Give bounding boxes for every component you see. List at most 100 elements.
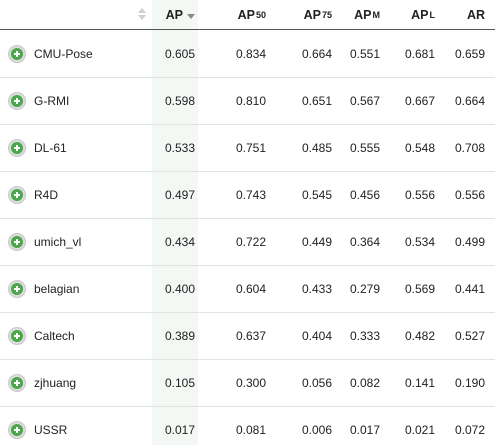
cell-ap: 0.400	[164, 282, 195, 296]
cell-ap50: 0.604	[235, 282, 266, 296]
cell-ap50: 0.743	[235, 188, 266, 202]
cell-ap: 0.434	[164, 235, 195, 249]
plus-circle-icon[interactable]	[9, 187, 25, 203]
cell-ap: 0.605	[164, 47, 195, 61]
team-name: belagian	[34, 282, 80, 296]
team-cell: USSR	[0, 407, 150, 445]
cell-ap50: 0.810	[235, 94, 266, 108]
header-ap50[interactable]: AP 50	[237, 7, 266, 22]
cell-apm: 0.017	[349, 423, 380, 437]
table-row: zjhuang 0.105 0.300 0.056 0.082 0.141 0.190	[0, 360, 495, 407]
table-row: R4D 0.497 0.743 0.545 0.456 0.556 0.556	[0, 172, 495, 219]
cell-ar: 0.190	[454, 376, 485, 390]
plus-circle-icon[interactable]	[9, 93, 25, 109]
table-row: USSR 0.017 0.081 0.006 0.017 0.021 0.072	[0, 407, 495, 445]
team-cell: belagian	[0, 266, 150, 312]
cell-apl: 0.021	[404, 423, 435, 437]
cell-ap: 0.598	[164, 94, 195, 108]
cell-apl: 0.482	[404, 329, 435, 343]
plus-circle-icon[interactable]	[9, 234, 25, 250]
cell-ap50: 0.637	[235, 329, 266, 343]
cell-apm: 0.279	[349, 282, 380, 296]
team-name: R4D	[34, 188, 59, 202]
cell-apm: 0.555	[349, 141, 380, 155]
cell-ap50: 0.300	[235, 376, 266, 390]
team-cell: umich_vl	[0, 219, 150, 265]
cell-ar: 0.527	[454, 329, 485, 343]
team-name: DL-61	[34, 141, 67, 155]
cell-ap: 0.497	[164, 188, 195, 202]
team-name: zjhuang	[34, 376, 77, 390]
cell-apl: 0.548	[404, 141, 435, 155]
cell-apm: 0.567	[349, 94, 380, 108]
table-row: G-RMI 0.598 0.810 0.651 0.567 0.667 0.664	[0, 78, 495, 125]
sorted-column-highlight	[152, 0, 198, 445]
team-cell: G-RMI	[0, 78, 150, 124]
cell-ar: 0.556	[454, 188, 485, 202]
header-apl[interactable]: AP L	[411, 7, 435, 22]
team-name: CMU-Pose	[34, 47, 93, 61]
team-name: USSR	[34, 423, 68, 437]
team-cell: Caltech	[0, 313, 150, 359]
cell-ar: 0.659	[454, 47, 485, 61]
cell-ap75: 0.664	[301, 47, 332, 61]
header-ar[interactable]: AR	[466, 7, 485, 22]
cell-ap50: 0.834	[235, 47, 266, 61]
cell-ap50: 0.751	[235, 141, 266, 155]
cell-ap50: 0.722	[235, 235, 266, 249]
header-ap[interactable]: AP	[152, 0, 195, 29]
cell-apl: 0.681	[404, 47, 435, 61]
cell-apl: 0.141	[404, 376, 435, 390]
team-cell: zjhuang	[0, 360, 150, 406]
table-row: Caltech 0.389 0.637 0.404 0.333 0.482 0.527	[0, 313, 495, 360]
cell-apm: 0.551	[349, 47, 380, 61]
cell-ap50: 0.081	[235, 423, 266, 437]
sort-both-icon[interactable]	[138, 8, 146, 22]
team-name: Caltech	[34, 329, 75, 343]
cell-apl: 0.556	[404, 188, 435, 202]
team-cell: DL-61	[0, 125, 150, 171]
header-apm[interactable]: AP M	[354, 7, 380, 22]
cell-ar: 0.708	[454, 141, 485, 155]
cell-ar: 0.664	[454, 94, 485, 108]
cell-ap: 0.533	[164, 141, 195, 155]
cell-ar: 0.499	[454, 235, 485, 249]
cell-apl: 0.569	[404, 282, 435, 296]
table-header: AP AP 50 AP 75 AP M AP L AR	[0, 0, 495, 30]
cell-ar: 0.072	[454, 423, 485, 437]
cell-ap: 0.105	[164, 376, 195, 390]
cell-ap75: 0.485	[301, 141, 332, 155]
cell-ap75: 0.433	[301, 282, 332, 296]
team-cell: R4D	[0, 172, 150, 218]
cell-ap75: 0.545	[301, 188, 332, 202]
cell-ap: 0.389	[164, 329, 195, 343]
table-row: DL-61 0.533 0.751 0.485 0.555 0.548 0.708	[0, 125, 495, 172]
team-name: G-RMI	[34, 94, 70, 108]
plus-circle-icon[interactable]	[9, 375, 25, 391]
cell-apl: 0.534	[404, 235, 435, 249]
cell-ap75: 0.404	[301, 329, 332, 343]
cell-apm: 0.456	[349, 188, 380, 202]
header-ap75[interactable]: AP 75	[303, 7, 332, 22]
cell-ap75: 0.449	[301, 235, 332, 249]
table-row: umich_vl 0.434 0.722 0.449 0.364 0.534 0.499	[0, 219, 495, 266]
cell-ap75: 0.006	[301, 423, 332, 437]
table-row: CMU-Pose 0.605 0.834 0.664 0.551 0.681 0.659	[0, 31, 495, 78]
cell-ap75: 0.651	[301, 94, 332, 108]
cell-apl: 0.667	[404, 94, 435, 108]
team-cell: CMU-Pose	[0, 31, 150, 77]
cell-ar: 0.441	[454, 282, 485, 296]
plus-circle-icon[interactable]	[9, 281, 25, 297]
cell-apm: 0.364	[349, 235, 380, 249]
plus-circle-icon[interactable]	[9, 140, 25, 156]
table-row: belagian 0.400 0.604 0.433 0.279 0.569 0.441	[0, 266, 495, 313]
plus-circle-icon[interactable]	[9, 422, 25, 438]
plus-circle-icon[interactable]	[9, 328, 25, 344]
cell-ap: 0.017	[164, 423, 195, 437]
plus-circle-icon[interactable]	[9, 46, 25, 62]
cell-ap75: 0.056	[301, 376, 332, 390]
sort-desc-icon	[187, 14, 195, 19]
team-name: umich_vl	[34, 235, 82, 249]
cell-apm: 0.082	[349, 376, 380, 390]
